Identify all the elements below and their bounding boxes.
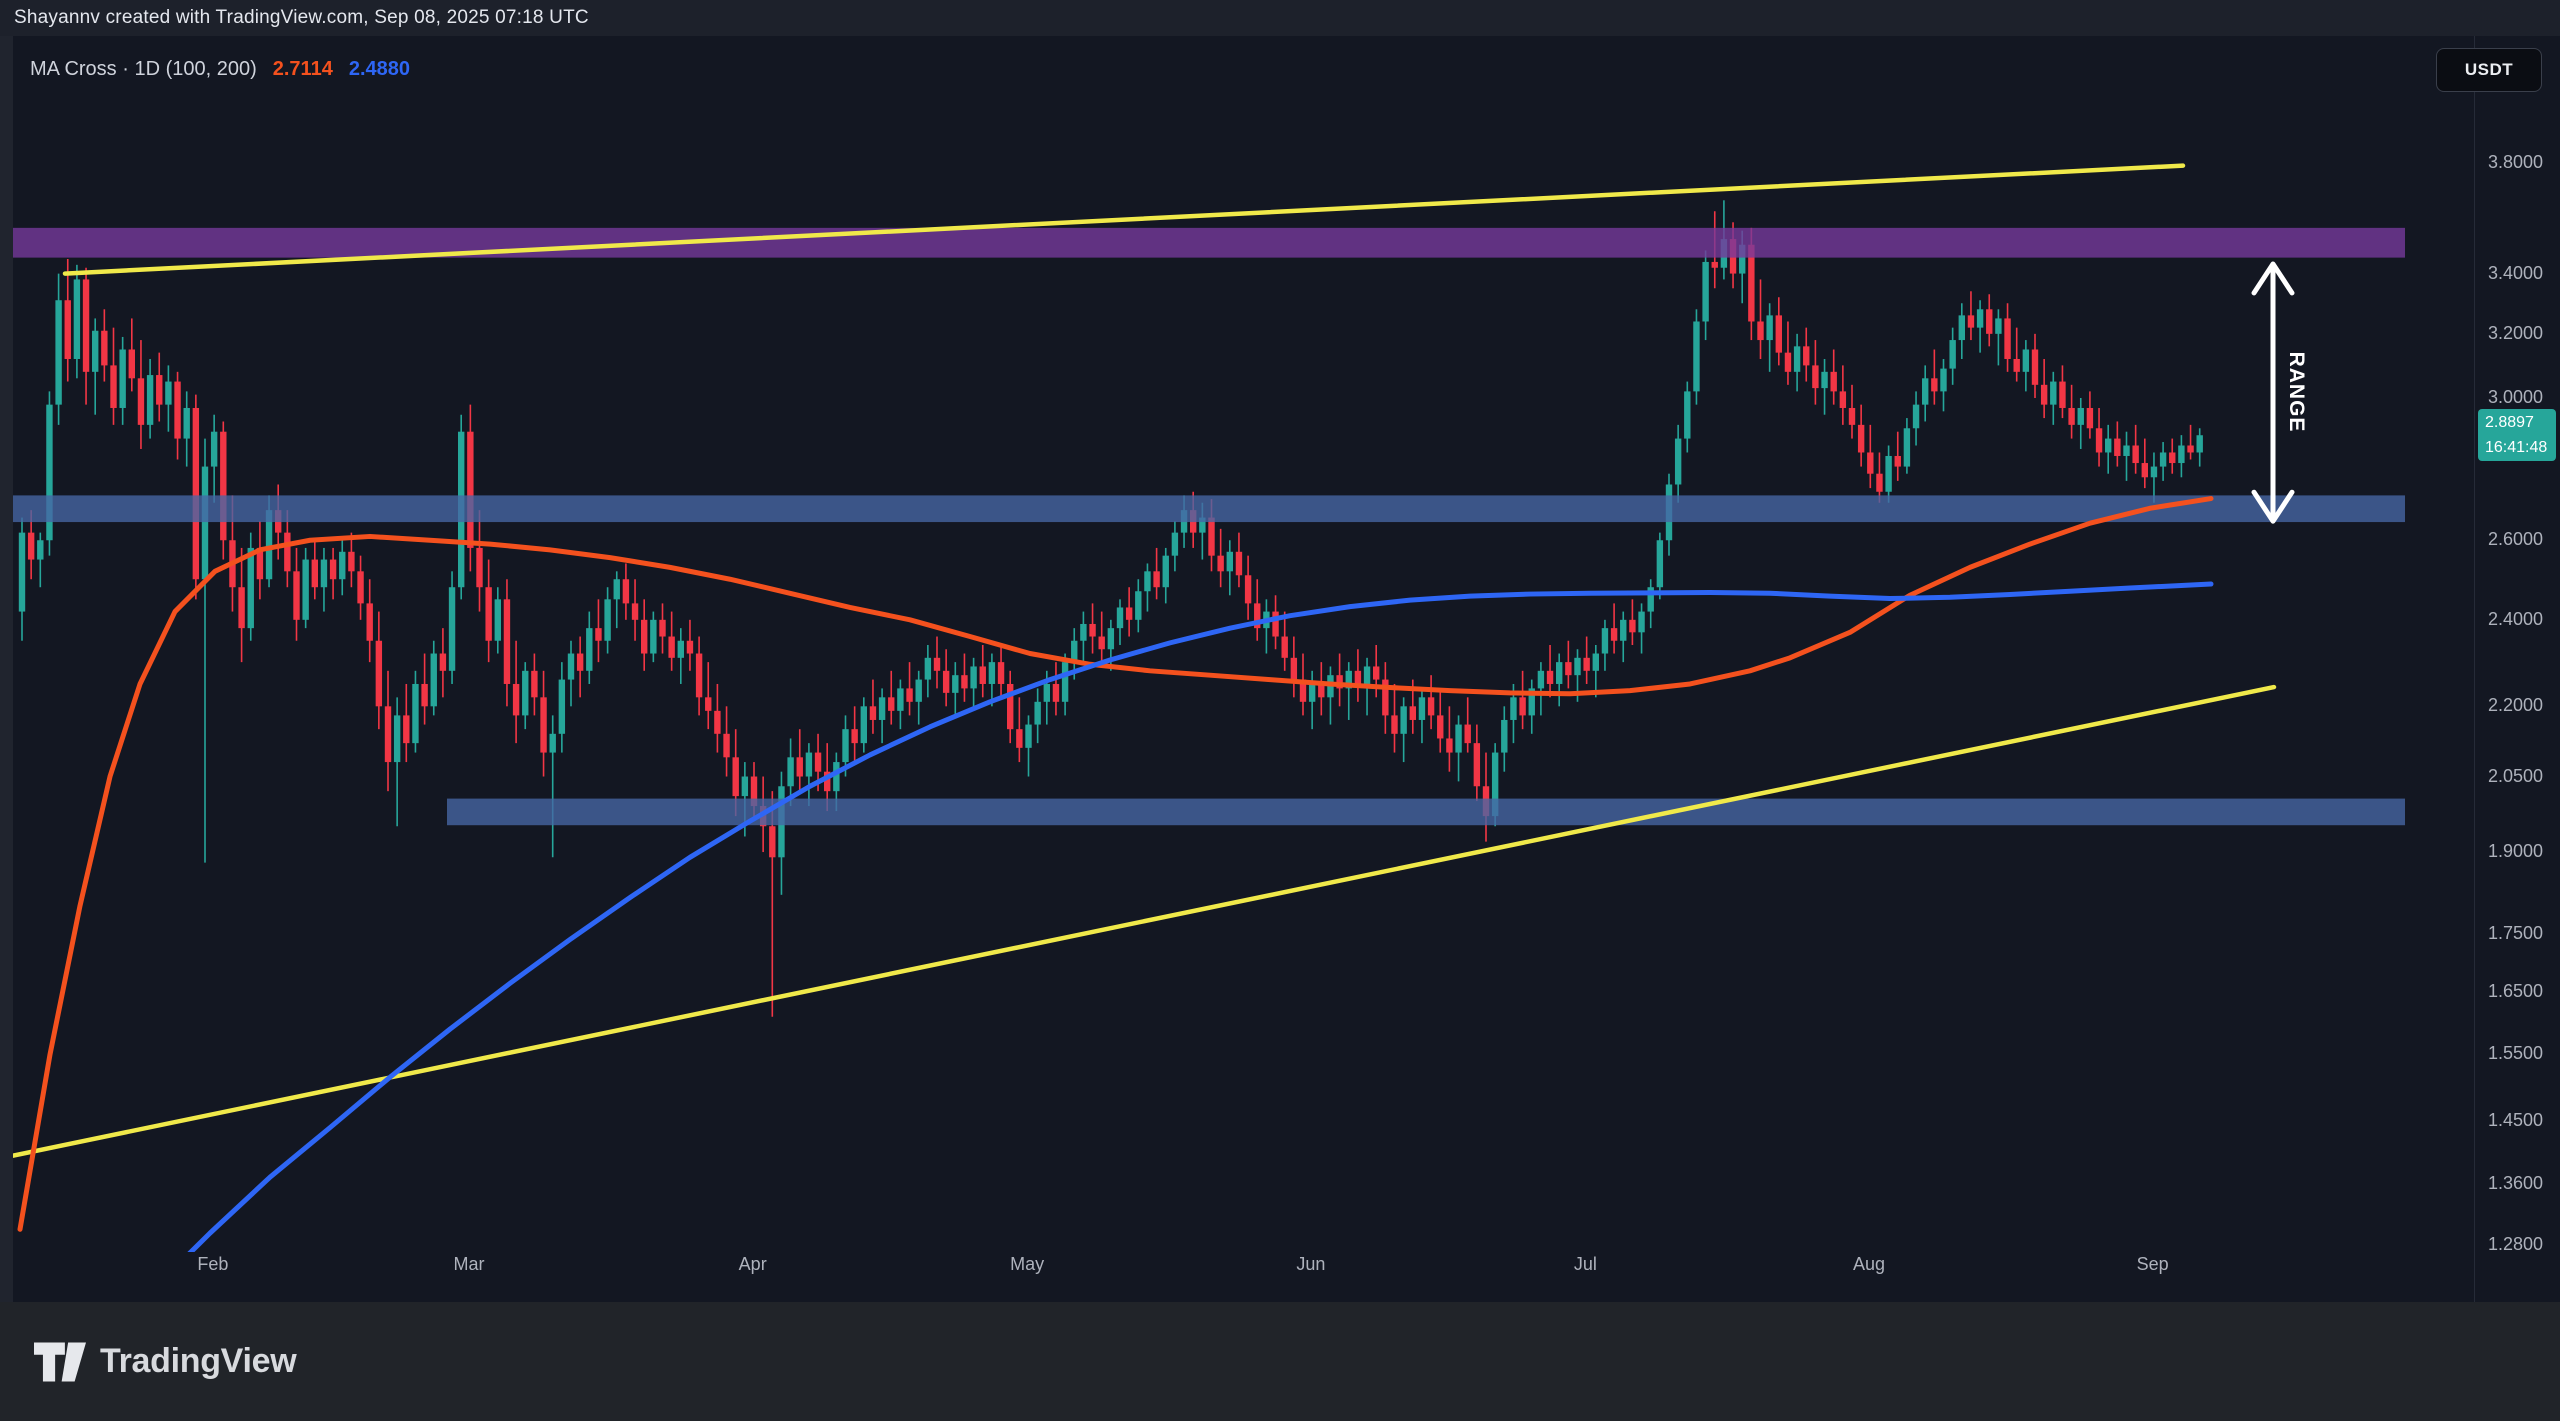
ma200-value: 2.4880 [348, 58, 410, 80]
range-arrow [2251, 261, 2295, 524]
quote-currency-button[interactable]: USDT [2436, 48, 2542, 92]
price-axis-separator [2474, 36, 2475, 1302]
price-tick-1.9000: 1.9000 [2488, 841, 2544, 862]
price-tick-2.4000: 2.4000 [2488, 608, 2544, 629]
price-tick-2.2000: 2.2000 [2488, 695, 2544, 716]
month-label-sep: Sep [2136, 1254, 2169, 1274]
price-tick-2.6000: 2.6000 [2488, 529, 2544, 550]
attribution-bar: Shayannv created with TradingView.com, S… [0, 0, 2560, 36]
price-tick-3.4000: 3.4000 [2488, 262, 2544, 283]
tradingview-logo-icon [34, 1342, 86, 1381]
price-tick-1.3600: 1.3600 [2488, 1173, 2544, 1194]
bar-countdown: 16:41:48 [2485, 439, 2548, 457]
month-label-jun: Jun [1296, 1254, 1326, 1274]
tradingview-brand[interactable]: TradingView [34, 1340, 297, 1384]
price-tick-1.2800: 1.2800 [2488, 1233, 2544, 1254]
attribution-text: Shayannv created with TradingView.com, S… [14, 7, 589, 28]
price-tick-3.8000: 3.8000 [2488, 152, 2544, 172]
month-label-may: May [1010, 1254, 1045, 1274]
indicator-legend[interactable]: MA Cross · 1D (100, 200) 2.7114 2.4880 [30, 58, 410, 81]
month-label-feb: Feb [197, 1254, 229, 1274]
month-label-apr: Apr [738, 1254, 767, 1274]
indicator-title: MA Cross · 1D (100, 200) [30, 58, 257, 80]
price-tick-1.4500: 1.4500 [2488, 1109, 2544, 1130]
price-tick-3.2000: 3.2000 [2488, 322, 2544, 343]
tradingview-logo-text: TradingView [100, 1342, 297, 1380]
month-label-mar: Mar [453, 1254, 485, 1274]
last-price: 2.8897 [2485, 414, 2534, 432]
range-annotation-label: RANGE [2285, 351, 2308, 433]
month-label-jul: Jul [1573, 1254, 1597, 1274]
ma100-value: 2.7114 [272, 58, 333, 80]
price-tick-1.7500: 1.7500 [2488, 922, 2544, 943]
price-tick-3.0000: 3.0000 [2488, 386, 2544, 407]
price-tick-1.6500: 1.6500 [2488, 981, 2544, 1002]
price-tick-2.0500: 2.0500 [2488, 765, 2544, 786]
left-margin [0, 36, 13, 1302]
last-price-badge: 2.8897 16:41:48 [2478, 409, 2556, 462]
footer-bar: TradingView [0, 1302, 2560, 1421]
price-tick-1.5500: 1.5500 [2488, 1043, 2544, 1064]
month-label-aug: Aug [1852, 1254, 1886, 1274]
